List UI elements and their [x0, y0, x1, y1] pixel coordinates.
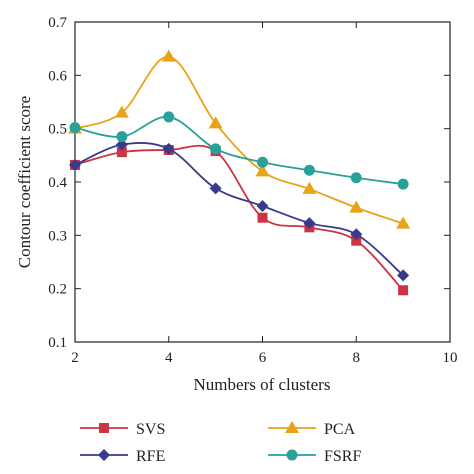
data-point-rfe [69, 158, 81, 171]
data-point-fsrf [257, 156, 268, 168]
legend-marker-fsrf [286, 449, 298, 461]
series-pca [68, 49, 411, 229]
y-tick-label: 0.5 [48, 122, 67, 138]
y-tick-label: 0.3 [48, 228, 67, 244]
legend-marker-rfe [98, 449, 110, 461]
data-point-pca [255, 164, 270, 177]
x-tick-label: 2 [71, 350, 79, 366]
data-point-rfe [303, 217, 316, 230]
legend-label-fsrf: FSRF [324, 448, 361, 465]
legend-label-rfe: RFE [136, 448, 165, 465]
legend-item-pca: PCA [268, 421, 356, 438]
data-point-fsrf [350, 172, 362, 184]
y-axis-title: Contour coefficient score [15, 96, 34, 268]
axes: 2 4 6 8 10 0.1 0.2 0.3 0.4 0.5 0.6 0.7 [48, 15, 457, 366]
data-point-fsrf [303, 164, 315, 176]
series-svs [70, 144, 409, 296]
legend-item-fsrf: FSRF [268, 448, 361, 465]
y-tick-label: 0.6 [48, 68, 67, 84]
y-tick-label: 0.4 [48, 175, 67, 191]
data-point-pca [161, 49, 176, 62]
data-point-rfe [115, 138, 128, 151]
data-point-rfe [209, 182, 222, 195]
y-tick-label: 0.1 [48, 335, 67, 351]
data-point-pca [349, 200, 364, 213]
legend-marker-svs [99, 423, 109, 433]
data-point-rfe [397, 269, 410, 282]
data-point-fsrf [116, 131, 128, 143]
series-rfe [69, 138, 410, 282]
series-layer [68, 49, 411, 296]
legend-item-rfe: RFE [80, 448, 165, 465]
data-point-pca [208, 116, 223, 129]
data-point-pca [396, 216, 411, 229]
data-point-fsrf [163, 111, 175, 123]
data-point-svs [398, 285, 409, 296]
data-point-svs [351, 235, 362, 246]
data-point-fsrf [69, 122, 81, 134]
legend-label-svs: SVS [136, 421, 165, 438]
data-point-rfe [350, 228, 363, 241]
x-axis-title: Numbers of clusters [194, 375, 331, 394]
data-point-pca [114, 105, 129, 118]
data-point-svs [116, 147, 127, 158]
y-tick-label: 0.2 [48, 282, 67, 298]
data-point-fsrf [210, 143, 222, 155]
legend-label-pca: PCA [324, 421, 356, 438]
x-tick-label: 4 [165, 350, 173, 366]
data-point-rfe [162, 142, 175, 155]
x-tick-label: 8 [353, 350, 361, 366]
data-point-rfe [256, 200, 269, 212]
series-line-svs [74, 144, 404, 291]
series-fsrf [69, 111, 409, 190]
legend-marker-pca [285, 421, 299, 433]
data-point-pca [302, 181, 317, 194]
data-point-fsrf [397, 178, 409, 190]
legend: SVS RFE PCA FSRF [80, 421, 361, 465]
series-line-pca [74, 55, 404, 225]
y-tick-label: 0.7 [48, 15, 67, 31]
x-tick-label: 6 [259, 350, 267, 366]
x-tick-label: 10 [443, 350, 458, 366]
data-point-svs [257, 212, 268, 223]
legend-item-svs: SVS [80, 421, 165, 438]
